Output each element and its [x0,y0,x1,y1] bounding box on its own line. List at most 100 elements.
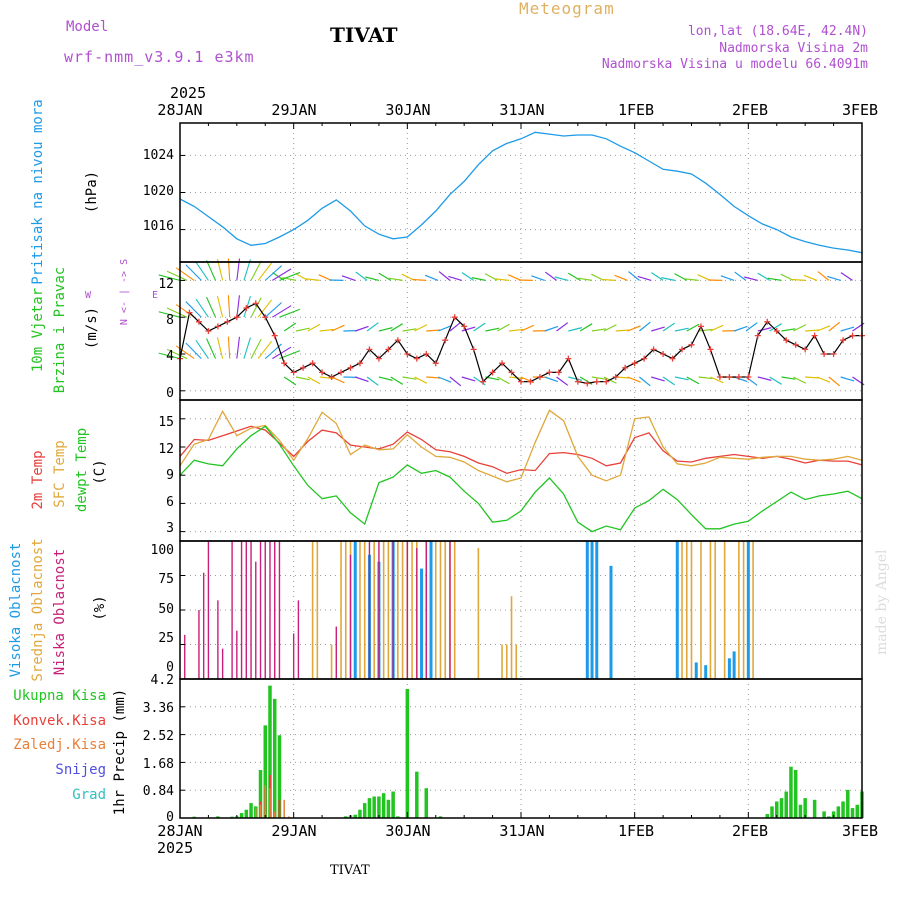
precip-total-bar [272,698,277,818]
precip-total-bar [367,798,372,818]
wind-direction-arrow [781,328,796,332]
wind-direction-arrow [509,376,524,380]
wind-direction-arrow [283,322,297,332]
wind-direction-arrow [601,278,616,281]
wind-direction-arrow [272,305,292,318]
wind-speed-marker [697,323,704,330]
wind-speed-marker [792,341,799,348]
cloud-mid-bar [344,541,347,679]
wind-direction-arrow [827,275,841,281]
cloud-low-bar [255,561,257,679]
date-axis-top: 28JAN 29JAN 30JAN 31JAN 1FEB 2FEB 3FEB [157,101,878,119]
panel-frames [179,122,863,819]
wind-direction-arrow [578,277,593,281]
cloud-mid-bar [752,541,754,679]
wind-direction-arrow [495,278,510,281]
tick-label: 1016 [143,219,174,234]
wind-speed-marker [489,369,496,376]
wind-direction-arrow [805,376,820,379]
wind-speed-marker [243,305,250,311]
model-value: wrf-nmm_v3.9.1 e3km [64,48,255,66]
wind-direction-arrow [684,278,699,281]
precip-conv-label: Konvek.Kisa [13,713,106,729]
cloud-high-bar [694,662,698,679]
wind-direction-arrow [279,350,301,360]
cloud-mid-bar [477,547,480,679]
date-label-top: 31JAN [499,101,544,119]
precip-total-bar [268,685,272,818]
year-label-bottom: 2025 [157,839,193,857]
precip-total-bar [812,799,817,818]
precip-total-bar [770,806,774,818]
cloud-high-bar [420,568,424,679]
precip-unit: 1hr Precip (mm) [112,689,128,815]
wind-direction-arrow [509,328,524,332]
wind-label-2: Brzina i Pravac [52,267,68,393]
data-layer [158,131,865,818]
precip-total-bar [827,816,831,818]
precip-total-bar [263,725,267,818]
cloud-mid-bar [505,644,508,679]
precip-total-bar [258,770,263,818]
precip-total-bar [362,803,367,818]
cloud-low-bar [297,600,300,679]
cloud-low-bar [236,630,238,679]
wind-direction-arrow [816,325,831,332]
wind-direction-arrow [520,324,535,332]
wind-speed-marker [565,355,572,362]
wind-direction-arrow [158,274,181,281]
cloud-high-bar [590,541,594,679]
wind-direction-arrow [243,337,251,359]
cloud-low-bar [245,541,248,679]
model-elevation-label: Nadmorska Visina u modelu 66.4091m [601,57,868,72]
wind-direction-arrow [195,261,209,281]
cloud-mid-label: Srednja Oblacnost [30,538,46,681]
tick-label: 50 [158,602,174,617]
wind-direction-arrow [283,376,297,386]
pressure-label: Pritisak na nivou mora [30,99,46,284]
cloud-low-bar [240,541,243,679]
wind-direction-arrow [355,376,369,383]
wind-direction-arrow [805,329,820,332]
precip-grad-label: Grad [72,787,106,803]
cloud-low-bar [250,541,252,679]
wind-direction-arrow [662,376,676,386]
cloud-low-bar [378,541,380,679]
wind-speed-marker [593,378,600,385]
wind-direction-arrow [803,274,818,281]
wind-speed-marker [271,332,278,339]
wind-direction-arrow [388,277,403,281]
watermark: made by Angel [874,549,890,655]
wind-direction-arrow [448,275,462,281]
precip-total-bar [836,806,841,818]
cloud-mid-bar [685,541,688,679]
wind-direction-arrow [264,265,282,281]
wind-direction-arrow [250,338,262,359]
wind-speed-marker [735,374,742,380]
precip-total-bar [793,770,798,818]
wind-direction-arrow [236,336,241,359]
wind-speed-marker [499,360,506,367]
wind-speed-marker [716,374,723,380]
precip-total-bar [216,816,220,818]
wind-direction-arrow [206,260,217,281]
tick-label: 0 [166,810,174,825]
precip-total-bar [846,789,850,818]
wind-direction-arrow [158,352,181,360]
precip-frz-bar [255,808,257,818]
cloud-low-bar [221,648,224,679]
wind-direction-arrow [264,302,282,318]
temp-2m-line [179,425,863,474]
precip-total-bar [775,801,779,818]
wind-direction-arrow [412,278,427,281]
cloud-low-bar [264,541,266,679]
wind-direction-arrow [757,327,772,332]
cloud-high-bar [675,541,679,679]
wind-direction-arrow [402,328,417,332]
wind-speed-marker [432,360,439,367]
cloud-mid-bar [401,541,404,679]
wind-speed-marker [546,369,553,376]
wind-speed-marker [423,351,430,357]
wind-direction-arrow [767,277,782,281]
